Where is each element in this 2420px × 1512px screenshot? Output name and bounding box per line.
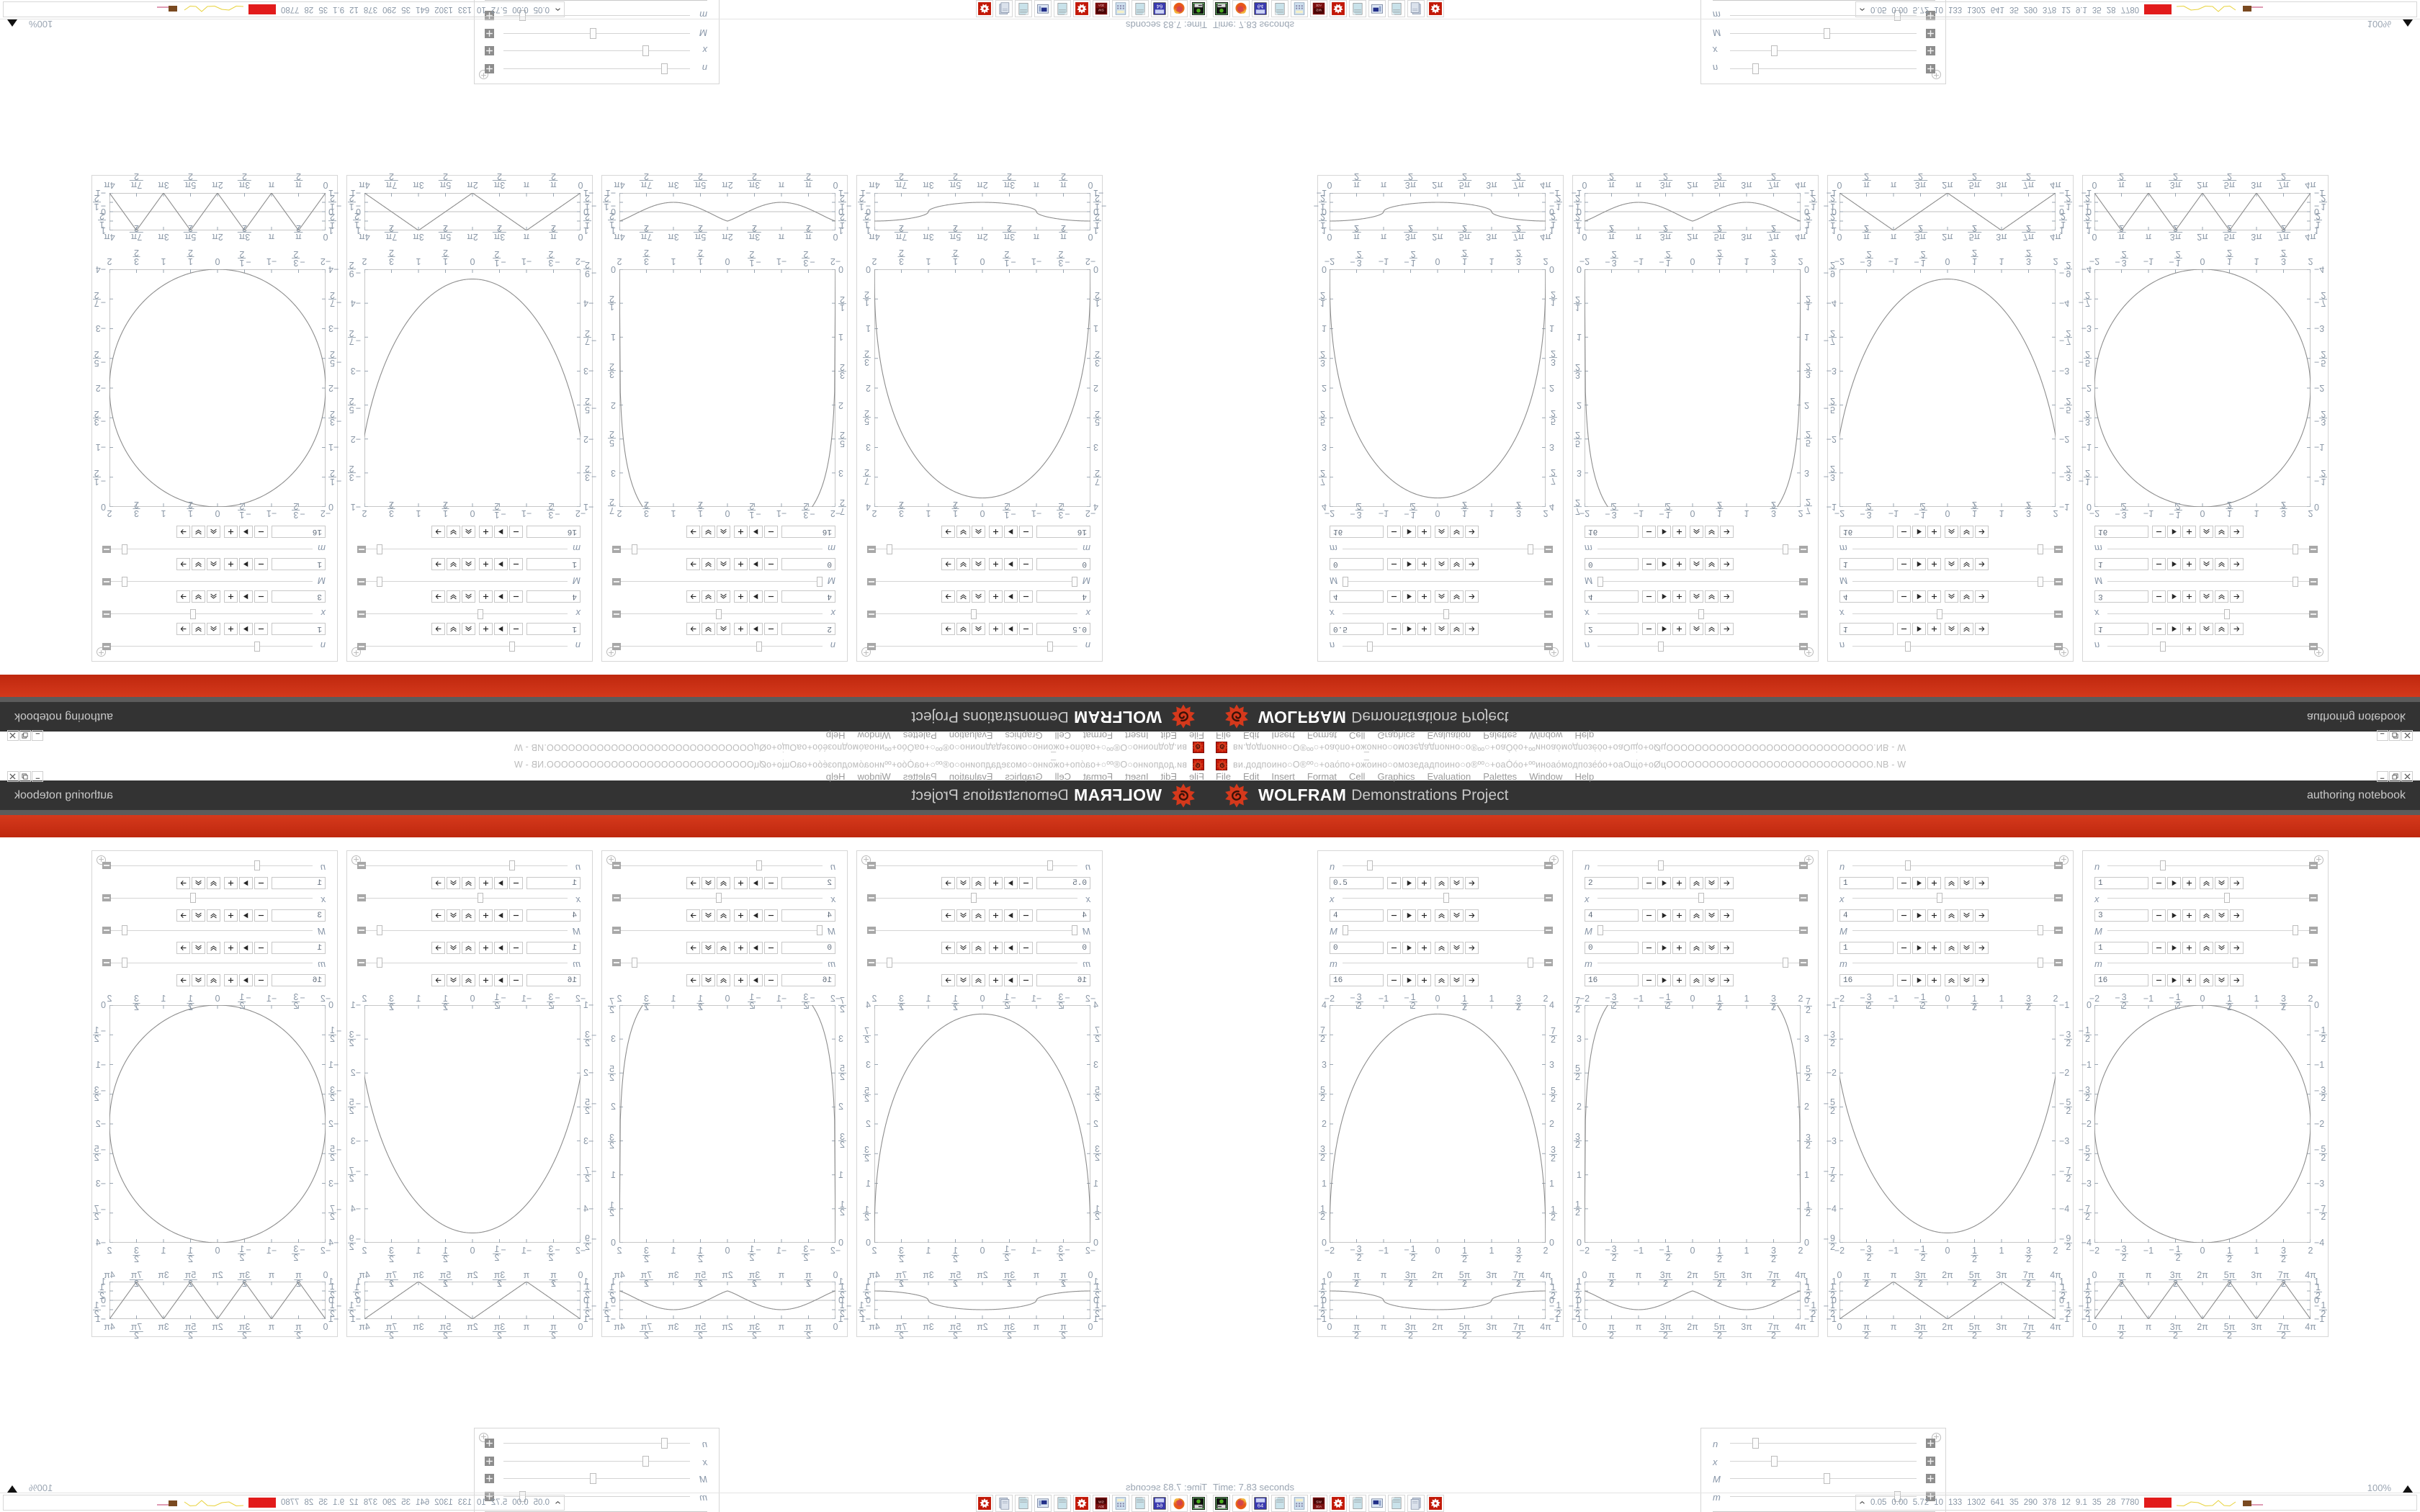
svg-text:64: 64 — [1157, 1503, 1162, 1509]
svg-text:SW: SW — [1316, 8, 1322, 12]
svg-text:64: 64 — [1157, 4, 1162, 10]
svg-text:SW: SW — [1098, 8, 1104, 12]
svg-text:3DA: 3DA — [1316, 4, 1322, 7]
svg-text:64: 64 — [1258, 1503, 1263, 1509]
svg-text:3DA: 3DA — [1098, 1505, 1104, 1508]
svg-text:SW: SW — [1098, 1500, 1104, 1504]
svg-text:SW: SW — [1316, 1500, 1322, 1504]
svg-text:3DA: 3DA — [1316, 1505, 1322, 1508]
svg-text:3DA: 3DA — [1098, 4, 1104, 7]
svg-text:64: 64 — [1258, 4, 1263, 10]
